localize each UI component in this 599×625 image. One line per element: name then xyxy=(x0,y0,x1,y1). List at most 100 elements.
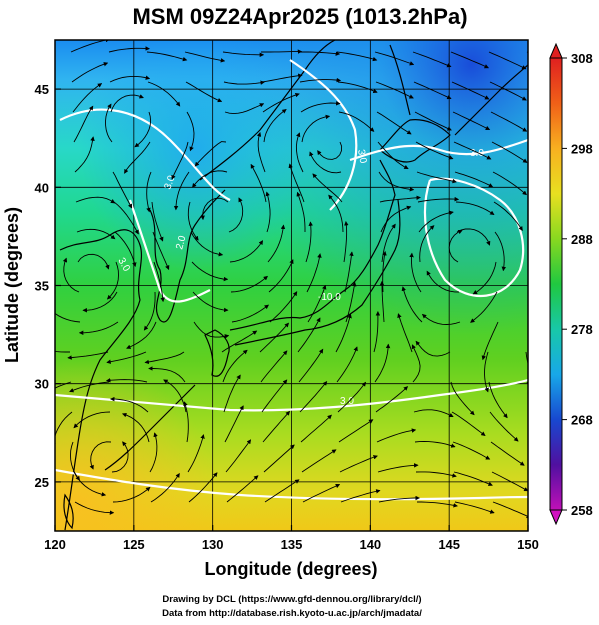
streamline xyxy=(338,111,375,132)
colorbar-bottom-arrow xyxy=(549,509,563,526)
streamline xyxy=(55,350,70,353)
streamline xyxy=(200,197,229,221)
streamline xyxy=(231,304,269,323)
streamline xyxy=(306,253,322,293)
streamline xyxy=(494,231,507,272)
streamline xyxy=(110,94,144,113)
colorbar-ticks: 308 298 288 278 268 258 xyxy=(562,51,593,518)
white-contours xyxy=(55,59,528,501)
contour-line xyxy=(55,378,528,412)
streamline xyxy=(265,191,271,233)
streamline xyxy=(535,292,539,332)
credit-data-source: Data from http://database.rish.kyoto-u.a… xyxy=(162,608,422,619)
streamline xyxy=(328,194,344,233)
contour-line xyxy=(55,468,528,501)
streamline xyxy=(76,228,116,240)
lat-lon-grid xyxy=(55,40,528,531)
streamline xyxy=(397,313,413,353)
colorbar-tick-label: 288 xyxy=(571,232,593,247)
streamline xyxy=(416,171,457,184)
streamline xyxy=(526,381,528,386)
streamline xyxy=(262,92,300,113)
y-axis-label: Latitude (degrees) xyxy=(2,207,22,363)
streamline xyxy=(113,201,139,235)
streamline xyxy=(74,136,95,173)
streamline xyxy=(149,432,158,473)
streamline xyxy=(300,101,341,113)
streamline xyxy=(121,412,150,443)
streamline xyxy=(124,141,151,174)
streamline xyxy=(525,351,528,366)
streamline xyxy=(73,105,94,143)
streamline xyxy=(230,275,268,293)
streamline xyxy=(224,405,244,443)
colorbar-tick-label: 258 xyxy=(571,503,593,518)
streamline xyxy=(152,231,170,270)
streamline xyxy=(75,196,116,204)
streamline xyxy=(448,230,463,263)
colorbar-top-arrow xyxy=(549,42,563,59)
streamline xyxy=(412,51,452,68)
streamline xyxy=(378,495,420,503)
streamline xyxy=(413,409,454,418)
streamline xyxy=(299,51,341,56)
streamline xyxy=(223,80,265,85)
streamline xyxy=(55,411,73,448)
streamline xyxy=(491,471,528,492)
streamline xyxy=(534,262,541,302)
streamline xyxy=(112,486,151,503)
streamline xyxy=(426,270,460,293)
streamline xyxy=(454,171,494,188)
streamline xyxy=(192,291,229,313)
streamline xyxy=(187,201,199,241)
streamline xyxy=(269,291,298,323)
streamline xyxy=(74,501,115,515)
wind-streamlines xyxy=(55,40,541,519)
streamline xyxy=(295,132,304,173)
streamline xyxy=(484,351,489,393)
streamline xyxy=(472,261,497,295)
streamline xyxy=(336,51,378,62)
streamline xyxy=(55,381,72,389)
streamline xyxy=(380,205,412,233)
map-title: MSM 09Z24Apr2025 (1013.2hPa) xyxy=(132,4,467,29)
streamline xyxy=(300,414,332,443)
streamline xyxy=(379,280,385,323)
coastline-japan-pacific xyxy=(234,199,401,346)
streamline xyxy=(301,114,331,143)
streamline xyxy=(261,73,303,83)
streamline xyxy=(105,103,113,143)
streamline xyxy=(418,210,454,233)
streamline xyxy=(450,51,489,69)
streamline xyxy=(302,484,341,503)
streamline xyxy=(73,471,107,497)
streamline xyxy=(183,401,189,443)
streamline xyxy=(413,81,452,100)
x-tick-label: 140 xyxy=(359,537,381,552)
streamline xyxy=(335,313,352,353)
streamline xyxy=(493,201,523,232)
x-axis-label: Longitude (degrees) xyxy=(204,559,377,579)
streamline xyxy=(259,322,289,353)
streamline xyxy=(376,111,412,135)
contour-line xyxy=(289,59,358,211)
streamline xyxy=(171,141,189,180)
credit-drawing: Drawing by DCL (https://www.gfd-dennou.o… xyxy=(162,594,421,605)
streamline xyxy=(379,195,421,203)
streamline xyxy=(224,103,265,115)
streamline xyxy=(301,449,337,473)
streamline xyxy=(188,472,218,503)
streamline xyxy=(419,225,435,263)
streamline xyxy=(401,286,423,323)
streamline xyxy=(481,321,499,361)
streamline xyxy=(297,317,321,353)
coastline-korea xyxy=(149,189,226,323)
streamline xyxy=(186,111,195,152)
streamline xyxy=(490,111,528,132)
streamline xyxy=(226,475,259,503)
streamline xyxy=(105,378,148,383)
streamline xyxy=(296,191,306,232)
streamline xyxy=(134,111,152,148)
streamline xyxy=(450,381,475,416)
streamline xyxy=(250,163,267,203)
